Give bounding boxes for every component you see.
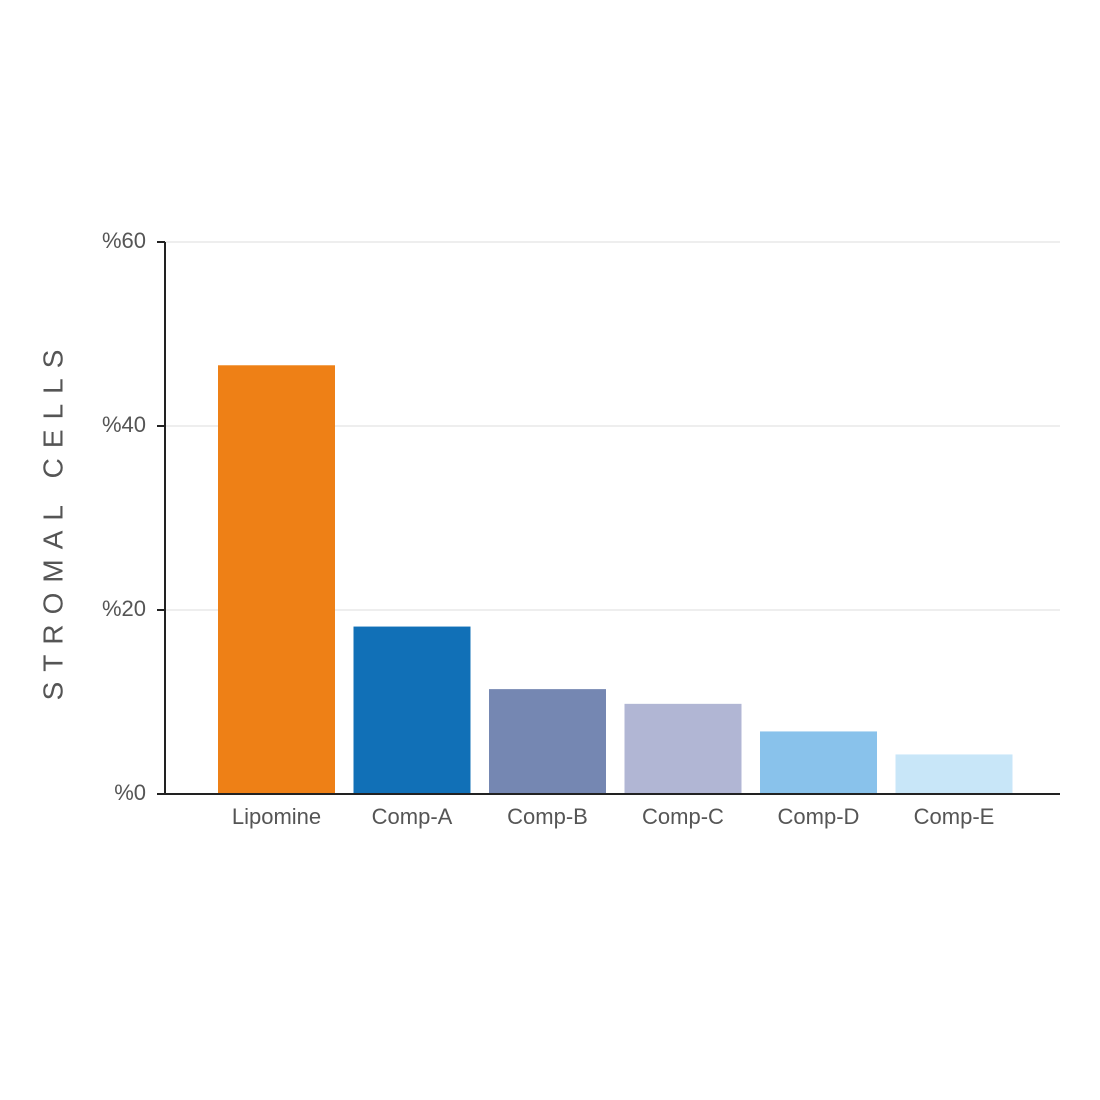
y-tick-label: %40 — [102, 412, 146, 437]
bar — [760, 731, 877, 794]
x-tick-label: Comp-E — [914, 804, 995, 829]
y-tick-label: %20 — [102, 596, 146, 621]
y-axis-label: STROMAL CELLS — [37, 340, 68, 701]
y-tick-label: %0 — [114, 780, 146, 805]
x-tick-label: Comp-B — [507, 804, 588, 829]
bar — [895, 754, 1013, 794]
x-tick-label: Comp-D — [778, 804, 860, 829]
x-tick-label: Comp-A — [372, 804, 453, 829]
bar — [489, 689, 606, 794]
bar — [624, 703, 742, 794]
bar — [218, 365, 335, 794]
x-tick-label: Comp-C — [642, 804, 724, 829]
y-tick-label: %60 — [102, 228, 146, 253]
x-tick-label: Lipomine — [232, 804, 321, 829]
bar — [353, 626, 471, 794]
